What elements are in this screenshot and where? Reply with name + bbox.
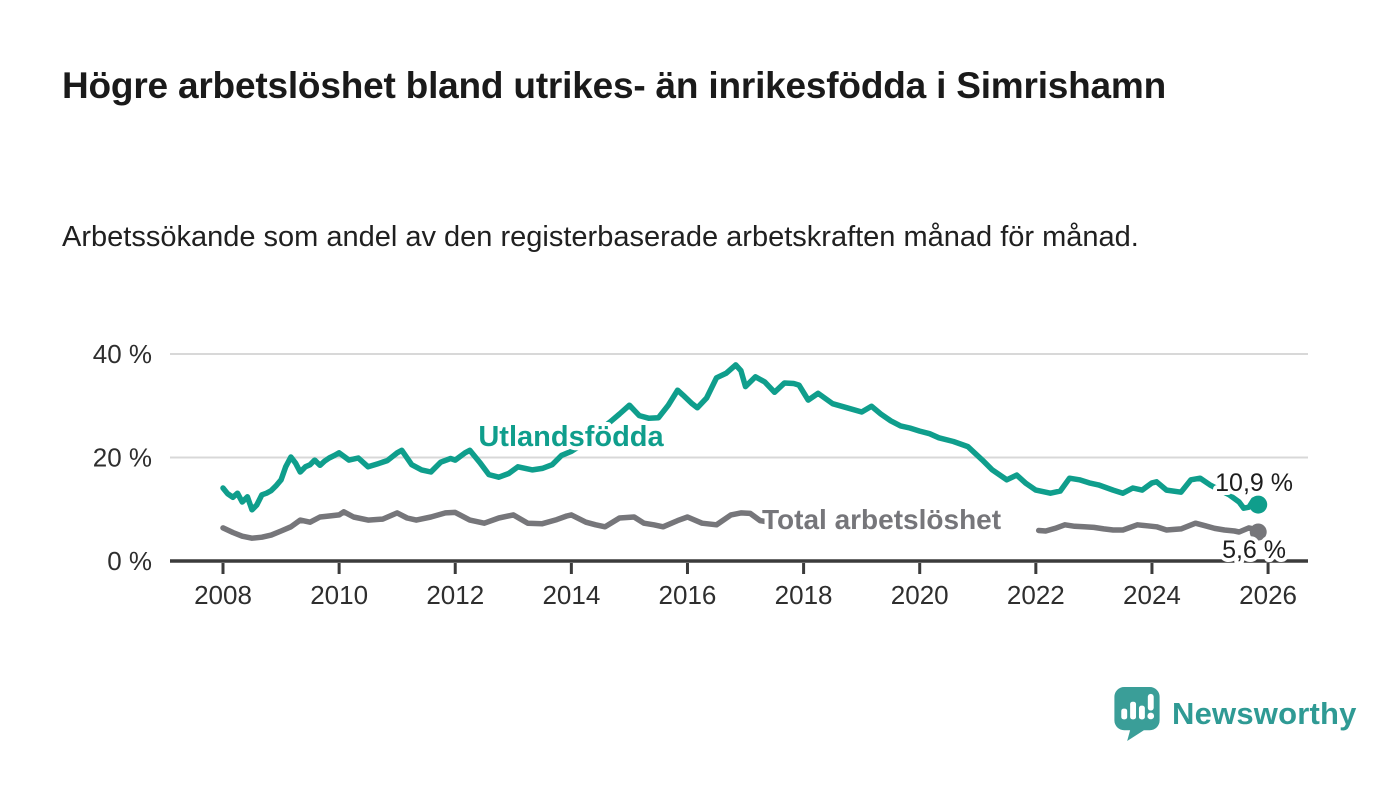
series-end-label-total-arbetsl-shet: 5,6 % — [1222, 536, 1286, 564]
x-tick-label: 2022 — [1007, 580, 1065, 610]
series-line-utlandsf-dda — [220, 362, 1261, 513]
x-tick-label: 2012 — [426, 580, 484, 610]
logo-bar-1 — [1121, 708, 1128, 720]
brand-name: Newsworthy — [1172, 695, 1357, 731]
newsworthy-logo-icon — [1114, 686, 1160, 742]
x-tick-label: 2008 — [194, 580, 252, 610]
series-end-label-utlandsf-dda: 10,9 % — [1215, 469, 1293, 497]
y-tick-label: 0 % — [107, 546, 152, 576]
brand-footer: Newsworthy — [1113, 685, 1357, 742]
series-line-total-arbetsl-shet — [1035, 520, 1261, 535]
x-tick-label: 2018 — [775, 580, 833, 610]
x-tick-label: 2010 — [310, 580, 368, 610]
series-end-dot-total-arbetsl-shet — [1249, 523, 1267, 541]
logo-bar-2 — [1130, 701, 1137, 720]
x-tick-label: 2024 — [1123, 580, 1181, 610]
x-tick-label: 2014 — [542, 580, 600, 610]
series-end-dot-utlandsf-dda — [1249, 495, 1268, 514]
logo-bar-3 — [1138, 705, 1145, 720]
x-tick-label: 2020 — [891, 580, 949, 610]
series-line-total-arbetsl-shet — [220, 509, 782, 541]
x-tick-label: 2026 — [1239, 580, 1297, 610]
y-tick-label: 20 % — [93, 443, 152, 473]
chart-subtitle: Arbetssökande som andel av den registerb… — [62, 221, 1139, 253]
series-label-utlandsf-dda: Utlandsfödda — [478, 421, 664, 453]
x-tick-label: 2016 — [659, 580, 717, 610]
logo-exclamation-dot — [1147, 712, 1155, 720]
series-label-total-arbetsl-shet: Total arbetslöshet — [762, 504, 1001, 535]
logo-exclamation-bar — [1147, 693, 1154, 711]
y-tick-label: 40 % — [93, 339, 152, 369]
page-title: Högre arbetslöshet bland utrikes- än inr… — [62, 65, 1167, 106]
